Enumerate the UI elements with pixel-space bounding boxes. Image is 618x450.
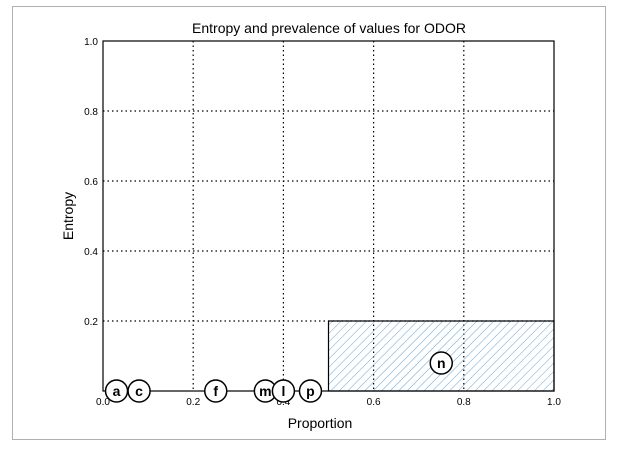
point-label: l xyxy=(281,383,285,399)
point-label: a xyxy=(113,383,121,399)
y-tick-label: 0.6 xyxy=(84,177,98,188)
point-label: p xyxy=(306,383,315,399)
x-tick-label: 0.2 xyxy=(186,397,200,408)
x-axis-label: Proportion xyxy=(288,415,353,431)
point-n: n xyxy=(429,351,453,375)
point-label: f xyxy=(213,383,218,399)
y-axis-label: Entropy xyxy=(60,192,76,240)
y-tick-label: 0.2 xyxy=(84,317,98,328)
x-tick-label: 0.8 xyxy=(457,397,471,408)
point-marker xyxy=(127,379,151,403)
y-tick-label: 1.0 xyxy=(84,37,98,48)
point-label: c xyxy=(135,383,143,399)
point-a: a xyxy=(104,379,129,403)
point-f: f xyxy=(204,379,228,403)
chart-frame xyxy=(12,6,606,440)
x-tick-label: 0.6 xyxy=(367,397,381,408)
point-marker xyxy=(204,379,228,403)
point-marker xyxy=(271,379,296,403)
x-tick-label: 0.0 xyxy=(96,397,110,408)
point-label: m xyxy=(259,383,271,399)
plot-area-border xyxy=(102,40,555,392)
chart-title: Entropy and prevalence of values for ODO… xyxy=(192,20,466,36)
x-tick-label: 1.0 xyxy=(547,397,561,408)
point-marker xyxy=(298,379,323,403)
y-tick-label: 0.4 xyxy=(84,247,98,258)
point-l: l xyxy=(271,379,296,403)
y-tick-label: 0.8 xyxy=(84,107,98,118)
points-layer: a c f m l p n xyxy=(104,351,453,403)
point-p: p xyxy=(298,379,323,403)
point-m: m xyxy=(253,379,278,403)
point-label: n xyxy=(437,355,446,371)
point-marker xyxy=(429,351,453,375)
point-c: c xyxy=(127,379,151,403)
